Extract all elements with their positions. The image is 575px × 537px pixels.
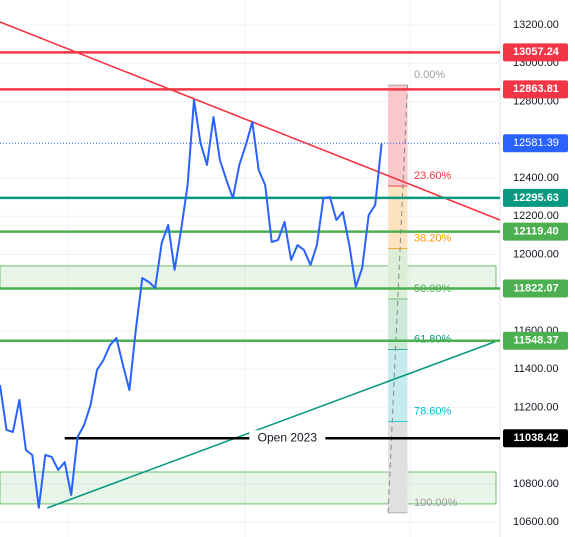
fib-band bbox=[388, 85, 408, 187]
price-line-series bbox=[0, 99, 383, 509]
annotation: Open 2023 bbox=[258, 430, 318, 444]
price-label-bg bbox=[503, 80, 568, 99]
price-label-bg bbox=[503, 279, 568, 298]
fib-label: 100.00% bbox=[414, 497, 458, 509]
fib-label: 0.00% bbox=[414, 69, 445, 81]
trendline bbox=[0, 21, 501, 221]
annotation-bg bbox=[249, 430, 326, 447]
price-label: 12295.63 bbox=[513, 192, 559, 204]
price-label-bg bbox=[503, 43, 568, 62]
y-tick-label: 10800.00 bbox=[513, 478, 559, 490]
price-label: 12863.81 bbox=[513, 83, 559, 95]
price-label: 11548.37 bbox=[513, 335, 558, 347]
y-tick-label: 11400.00 bbox=[513, 363, 558, 375]
y-tick-label: 12400.00 bbox=[513, 172, 559, 184]
price-label-bg bbox=[503, 331, 568, 350]
y-tick-label: 12200.00 bbox=[513, 210, 559, 222]
price-label-bg bbox=[503, 222, 568, 241]
fib-label: 78.60% bbox=[414, 405, 452, 417]
fib-band bbox=[388, 186, 408, 249]
price-label-bg bbox=[503, 188, 568, 207]
zone bbox=[0, 471, 497, 505]
fib-label: 23.60% bbox=[414, 170, 452, 182]
price-label: 12119.40 bbox=[513, 226, 558, 238]
fib-band bbox=[388, 248, 408, 299]
price-label-bg bbox=[503, 429, 568, 448]
y-tick-label: 10600.00 bbox=[513, 516, 559, 528]
price-label: 11038.42 bbox=[513, 432, 558, 444]
price-label: 11822.07 bbox=[513, 282, 558, 294]
y-tick-label: 12800.00 bbox=[513, 95, 559, 107]
trendline bbox=[46, 339, 501, 509]
fib-band bbox=[388, 298, 408, 350]
price-label-bg bbox=[503, 134, 568, 153]
fib-label: 61.80% bbox=[414, 333, 452, 345]
y-tick-label: 13200.00 bbox=[513, 19, 559, 31]
y-tick-label: 11200.00 bbox=[513, 401, 558, 413]
fib-band bbox=[388, 349, 408, 422]
fib-label: 38.20% bbox=[414, 232, 452, 244]
price-label: 13057.24 bbox=[513, 46, 560, 58]
y-tick-label: 12000.00 bbox=[513, 248, 559, 260]
price-label: 12581.39 bbox=[513, 137, 559, 149]
fib-band bbox=[388, 421, 408, 513]
